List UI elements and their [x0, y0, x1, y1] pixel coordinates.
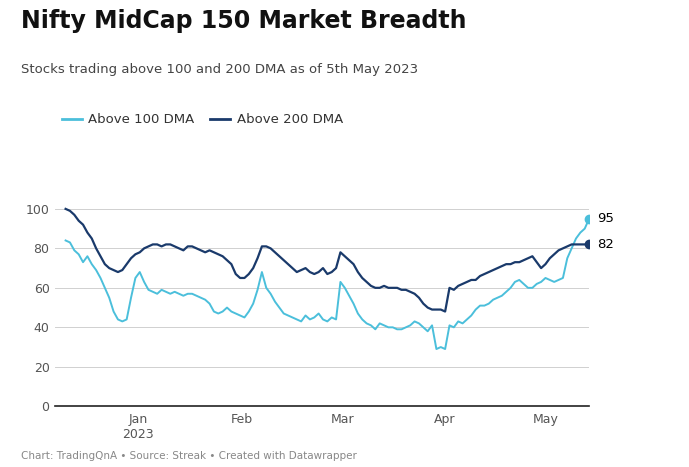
Text: Stocks trading above 100 and 200 DMA as of 5th May 2023: Stocks trading above 100 and 200 DMA as … — [21, 63, 418, 76]
Text: 82: 82 — [597, 238, 614, 251]
Text: 95: 95 — [597, 212, 614, 225]
Text: Chart: TradingQnA • Source: Streak • Created with Datawrapper: Chart: TradingQnA • Source: Streak • Cre… — [21, 452, 356, 461]
Text: Nifty MidCap 150 Market Breadth: Nifty MidCap 150 Market Breadth — [21, 9, 466, 33]
Legend: Above 100 DMA, Above 200 DMA: Above 100 DMA, Above 200 DMA — [62, 113, 343, 126]
